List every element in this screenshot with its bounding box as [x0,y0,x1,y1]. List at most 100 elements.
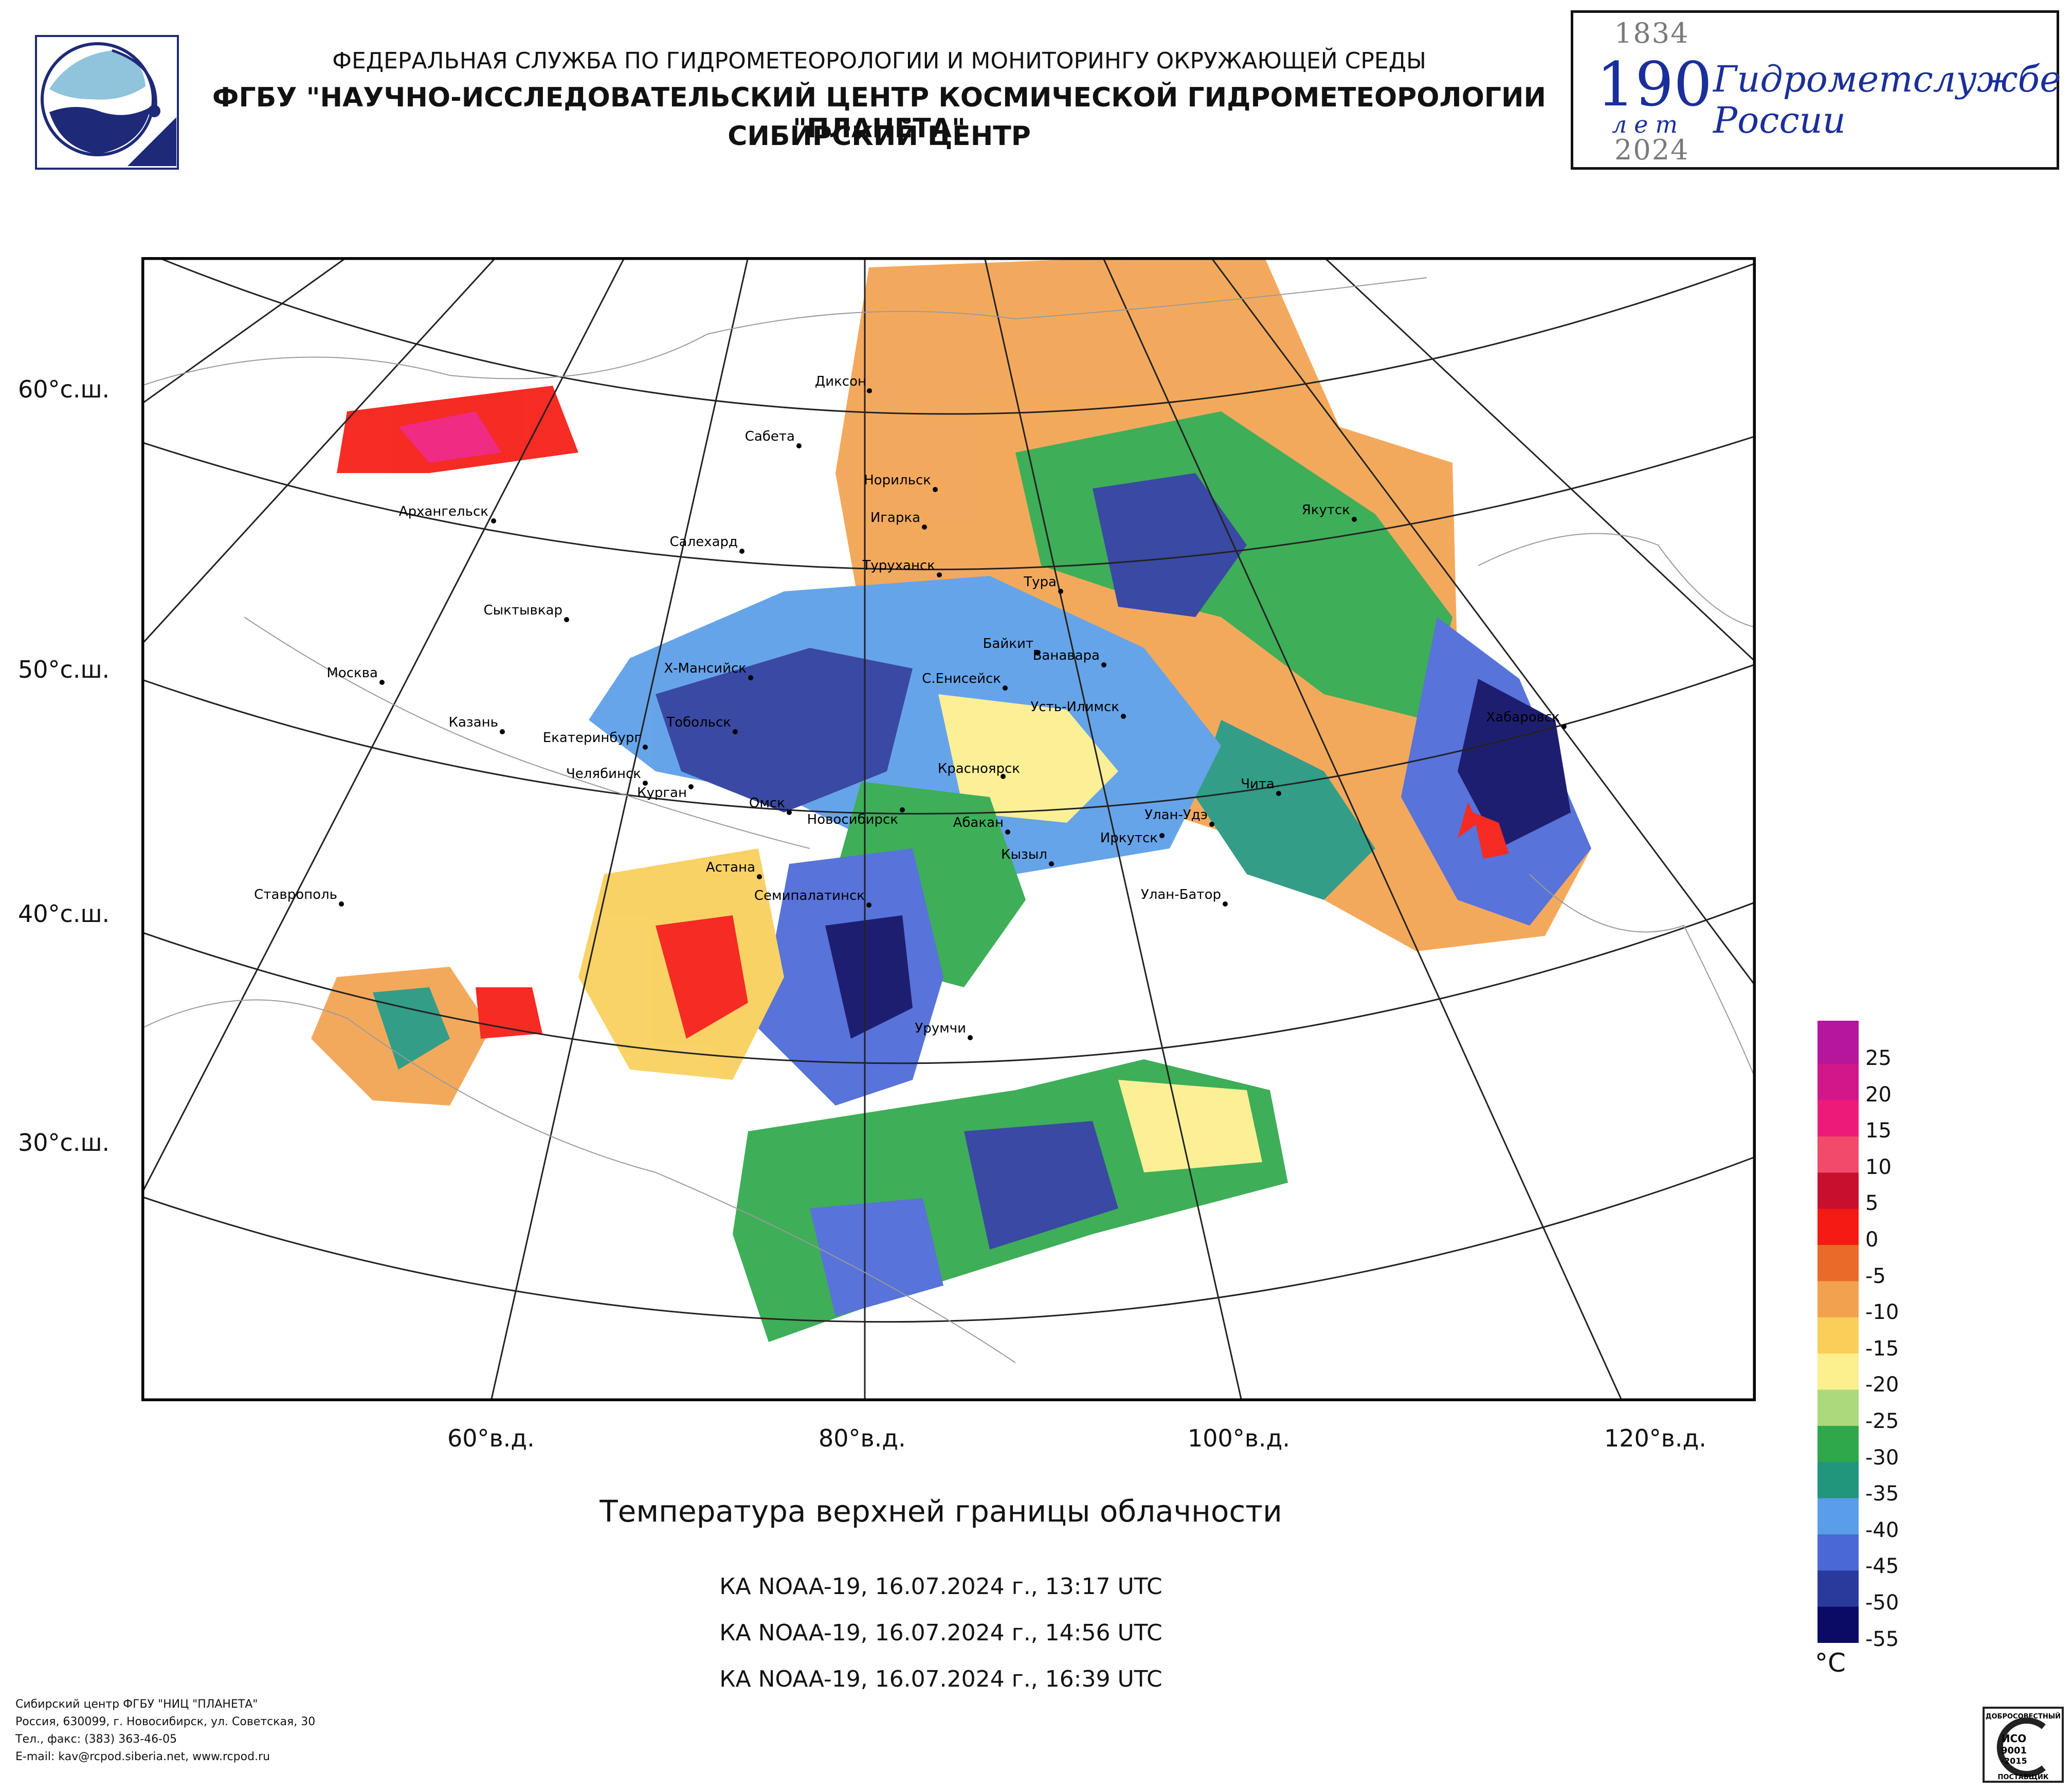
svg-text:Сабета: Сабета [745,429,795,444]
legend-swatch [1817,1498,1859,1535]
city-khanty-mansiysk: Х-Мансийск [664,661,753,680]
city-novosibirsk: Новосибирск [807,807,905,827]
svg-text:Архангельск: Архангельск [399,504,488,519]
svg-text:Урумчи: Урумчи [915,1021,966,1036]
city-norilsk: Норильск [864,473,938,492]
legend-label: -35 [1865,1482,1899,1506]
lat-label-30: 30°с.ш. [18,1129,110,1156]
svg-text:С.Енисейск: С.Енисейск [922,671,1001,686]
svg-text:Красноярск: Красноярск [938,761,1020,776]
svg-text:Улан-Батор: Улан-Батор [1141,887,1221,902]
legend-swatch [1817,1064,1859,1101]
legend-label: 10 [1865,1155,1892,1179]
city-igarka: Игарка [870,510,927,530]
svg-text:Курган: Курган [637,785,687,801]
svg-text:Кызыл: Кызыл [1001,847,1047,862]
svg-text:Диксон: Диксон [815,374,866,389]
svg-text:Чита: Чита [1241,776,1275,792]
svg-text:Сыктывкар: Сыктывкар [483,603,562,618]
svg-text:Челябинск: Челябинск [566,766,641,782]
legend-unit: °C [1815,1648,1846,1678]
legend-swatch [1817,1021,1859,1064]
footer-phone: Тел., факс: (383) 363-46-05 [15,1733,177,1746]
svg-text:ПОСТАВЩИК: ПОСТАВЩИК [1997,1774,2048,1781]
anniversary-year-end: 2024 [1614,134,1689,166]
legend-label: 25 [1865,1046,1892,1070]
planeta-logo-icon [35,35,179,170]
legend-label: -20 [1865,1373,1899,1397]
city-ust-ilimsk: Усть-Илимск [1030,699,1126,719]
city-irkutsk: Иркутск [1100,830,1165,846]
svg-text:Улан-Удэ: Улан-Удэ [1144,807,1208,823]
svg-text:Ставрополь: Ставрополь [254,887,337,902]
svg-text:Норильск: Норильск [864,473,931,488]
svg-text:Екатеринбург: Екатеринбург [543,730,641,746]
legend-label: -50 [1865,1591,1899,1615]
city-stavropol: Ставрополь [254,887,344,907]
city-yakutsk: Якутск [1302,502,1357,522]
footer-address: Россия, 630099, г. Новосибирск, ул. Сове… [15,1715,316,1728]
cloud-top-temperature-map: Диксон Сабета Норильск Игарка Архангельс… [141,257,1756,1401]
legend-swatch [1817,1281,1859,1318]
cloud-imagery [311,257,1591,1342]
legend-label: 0 [1865,1228,1879,1252]
city-abakan: Абакан [953,815,1010,835]
map-title: Температура верхней границы облачности [599,1494,1282,1529]
lon-label-60: 60°в.д. [447,1424,535,1452]
svg-text:Якутск: Якутск [1302,502,1350,518]
anniversary-number: 190 [1596,49,1713,120]
city-ulan-ude: Улан-Удэ [1144,807,1214,827]
coastlines [141,277,1756,1363]
svg-text:Москва: Москва [326,665,378,681]
graticule-parallels [141,257,1756,1323]
footer-org: Сибирский центр ФГБУ "НИЦ "ПЛАНЕТА" [15,1698,258,1711]
temperature-legend [1817,1021,1859,1643]
city-tura: Тура [1023,574,1063,594]
header-center: СИБИРСКИЙ ЦЕНТР [728,121,1031,152]
anniversary-years-word: лет [1612,111,1685,138]
svg-text:9001: 9001 [2001,1745,2027,1756]
legend-swatch [1817,1172,1859,1209]
city-severo-yeniseysk: С.Енисейск [922,671,1008,691]
city-kurgan: Курган [637,784,694,801]
legend-swatch [1817,1208,1859,1245]
anniversary-text-1: Гидрометслужбе [1713,58,2061,100]
iso-certificate-icon: ДОБРОСОВЕСТНЫЙ ИСО 9001 -2015 ПОСТАВЩИК [1983,1707,2064,1783]
legend-label: -5 [1865,1264,1886,1288]
legend-label: -55 [1865,1627,1899,1651]
city-kyzyl: Кызыл [1001,847,1054,866]
header-agency: ФЕДЕРАЛЬНАЯ СЛУЖБА ПО ГИДРОМЕТЕОРОЛОГИИ … [332,48,1426,74]
svg-text:Астана: Астана [706,860,755,875]
legend-label: -15 [1865,1336,1899,1361]
city-turukhansk: Туруханск [862,558,942,577]
city-vanavara: Ванавара [1033,648,1106,667]
pass-time-2: КА NOAA-19, 16.07.2024 г., 14:56 UTC [719,1620,1162,1646]
city-syktyvkar: Сыктывкар [483,603,569,622]
city-yekaterinburg: Екатеринбург [543,730,648,750]
legend-label: 20 [1865,1082,1892,1107]
legend-swatch [1817,1100,1859,1137]
pass-time-1: КА NOAA-19, 16.07.2024 г., 13:17 UTC [719,1573,1162,1600]
svg-text:ИСО: ИСО [2002,1732,2026,1745]
svg-text:ДОБРОСОВЕСТНЫЙ: ДОБРОСОВЕСТНЫЙ [1986,1712,2061,1721]
lat-label-60: 60°с.ш. [18,375,110,403]
footer-email: E-mail: kav@rcpod.siberia.net, www.rcpod… [15,1750,270,1763]
svg-text:Усть-Илимск: Усть-Илимск [1030,699,1119,715]
svg-text:-2015: -2015 [2001,1756,2027,1766]
legend-swatch [1817,1606,1859,1643]
lon-label-100: 100°в.д. [1188,1424,1290,1452]
svg-text:Иркутск: Иркутск [1100,830,1158,846]
legend-swatch [1817,1462,1859,1499]
city-urumqi: Урумчи [915,1021,973,1040]
svg-text:Казань: Казань [449,715,498,730]
city-chelyabinsk: Челябинск [566,766,648,786]
legend-label: 15 [1865,1119,1892,1143]
city-khabarovsk: Хабаровск [1486,710,1567,729]
svg-text:Игарка: Игарка [870,510,920,526]
svg-text:Семипалатинск: Семипалатинск [754,888,865,903]
svg-text:Ванавара: Ванавара [1033,648,1100,663]
city-sabetta: Сабета [745,429,802,448]
lat-label-40: 40°с.ш. [18,900,110,928]
svg-text:Х-Мансийск: Х-Мансийск [664,661,747,676]
legend-swatch [1817,1425,1859,1462]
